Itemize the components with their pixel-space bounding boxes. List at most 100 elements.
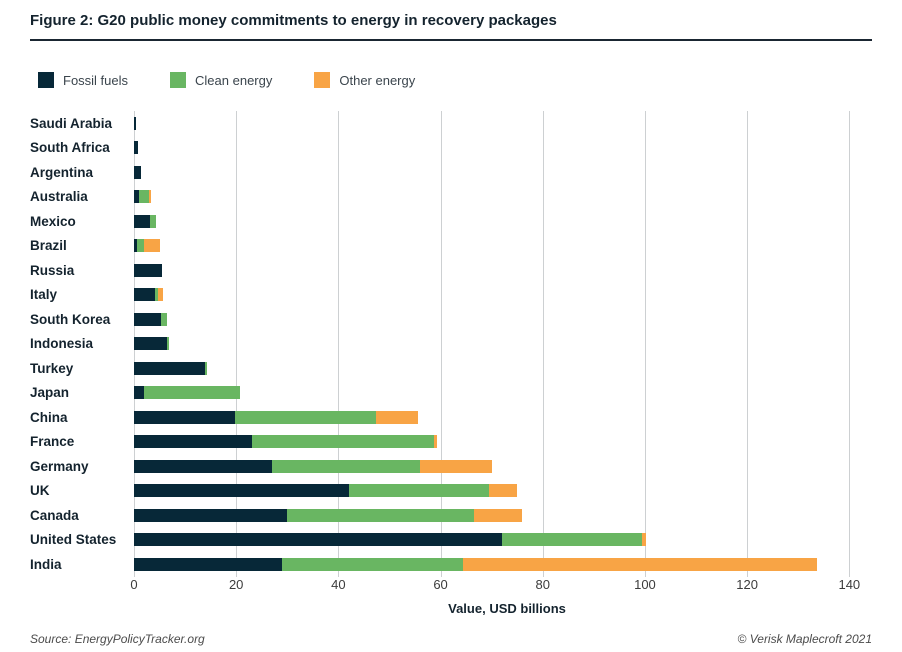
bar-segment-fossil-fuels: [134, 141, 138, 155]
bar-segment-fossil-fuels: [134, 533, 502, 547]
x-tick-label: 40: [331, 577, 346, 592]
source-text: Source: EnergyPolicyTracker.org: [30, 632, 205, 646]
category-label: France: [30, 434, 75, 450]
stacked-bar: [134, 214, 157, 228]
bar-segment-fossil-fuels: [134, 214, 151, 228]
category-label: Germany: [30, 458, 89, 474]
bar-row: Brazil: [30, 234, 880, 259]
category-label: UK: [30, 483, 50, 499]
bar-row: China: [30, 405, 880, 430]
bar-row: India: [30, 552, 880, 577]
bar-segment-clean-energy: [234, 410, 377, 424]
bar-segment-fossil-fuels: [134, 288, 156, 302]
bar-segment-fossil-fuels: [134, 337, 168, 351]
bar-segment-other-energy: [642, 533, 646, 547]
bar-segment-other-energy: [144, 239, 161, 253]
legend-label: Fossil fuels: [63, 72, 129, 88]
gridline: [849, 111, 851, 577]
stacked-bar: [134, 484, 518, 498]
bar-segment-fossil-fuels: [134, 410, 235, 424]
bar-segment-clean-energy: [150, 214, 157, 228]
bar-segment-fossil-fuels: [134, 435, 252, 449]
stacked-bar: [134, 557, 818, 571]
x-tick-label: 140: [838, 577, 861, 592]
bar-rows: Saudi Arabia South Africa Argentina Austral…: [30, 111, 880, 577]
category-label: Japan: [30, 385, 70, 401]
bar-row: France: [30, 430, 880, 455]
bar-row: Canada: [30, 503, 880, 528]
legend-item-other-energy: Other energy: [314, 72, 415, 88]
bar-segment-fossil-fuels: [134, 508, 288, 522]
bar-segment-fossil-fuels: [134, 361, 206, 375]
stacked-bar: [134, 141, 138, 155]
category-label: Italy: [30, 287, 58, 303]
bar-row: United States: [30, 528, 880, 553]
gridline: [236, 111, 238, 577]
bar-row: Australia: [30, 185, 880, 210]
legend-item-clean-energy: Clean energy: [170, 72, 272, 88]
bar-row: Italy: [30, 283, 880, 308]
chart-legend: Fossil fuels Clean energy Other energy: [30, 71, 872, 89]
stacked-bar: [134, 288, 164, 302]
category-label: China: [30, 409, 68, 425]
bar-segment-fossil-fuels: [134, 312, 161, 326]
bar-row: Indonesia: [30, 332, 880, 357]
stacked-bar: [134, 386, 241, 400]
category-label: Mexico: [30, 213, 76, 229]
gridline: [338, 111, 340, 577]
bar-segment-clean-energy: [501, 533, 643, 547]
page-title: Figure 2: G20 public money commitments t…: [30, 12, 557, 29]
clean-energy-swatch-icon: [170, 72, 187, 88]
bar-segment-fossil-fuels: [134, 386, 145, 400]
bar-segment-clean-energy: [205, 361, 208, 375]
stacked-bar: [134, 190, 152, 204]
bar-segment-fossil-fuels: [134, 459, 272, 473]
bar-row: UK: [30, 479, 880, 504]
bar-segment-fossil-fuels: [134, 165, 142, 179]
stacked-bar: [134, 361, 208, 375]
category-label: United States: [30, 532, 117, 548]
legend-label: Clean energy: [195, 72, 273, 88]
gridline: [747, 111, 749, 577]
category-label: Canada: [30, 507, 79, 523]
x-tick-label: 100: [634, 577, 656, 592]
stacked-bar-chart: Saudi Arabia South Africa Argentina Austral…: [30, 111, 880, 577]
stacked-bar: [134, 459, 492, 473]
bar-row: Argentina: [30, 160, 880, 185]
bar-segment-fossil-fuels: [134, 557, 283, 571]
other-energy-swatch-icon: [314, 72, 331, 88]
bar-segment-clean-energy: [287, 508, 474, 522]
x-tick-label: 80: [535, 577, 550, 592]
stacked-bar: [134, 410, 418, 424]
x-tick-label: 20: [228, 577, 244, 592]
bar-segment-fossil-fuels: [134, 263, 162, 277]
stacked-bar: [134, 239, 161, 253]
category-label: Argentina: [30, 164, 94, 180]
bar-row: Saudi Arabia: [30, 111, 880, 136]
category-label: Russia: [30, 262, 75, 278]
bar-row: South Africa: [30, 136, 880, 161]
bar-segment-fossil-fuels: [134, 239, 138, 253]
stacked-bar: [134, 263, 162, 277]
bar-row: Russia: [30, 258, 880, 283]
bar-segment-other-energy: [473, 508, 523, 522]
legend-label: Other energy: [339, 72, 416, 88]
gridline: [542, 111, 544, 577]
stacked-bar: [134, 337, 169, 351]
stacked-bar: [134, 312, 168, 326]
x-tick-label: 60: [433, 577, 448, 592]
bar-row: Japan: [30, 381, 880, 406]
bar-segment-clean-energy: [144, 386, 241, 400]
bar-segment-other-energy: [420, 459, 492, 473]
stacked-bar: [134, 533, 646, 547]
title-rule: [30, 39, 872, 41]
bar-segment-fossil-fuels: [134, 116, 137, 130]
bar-segment-clean-energy: [138, 190, 150, 204]
category-label: South Korea: [30, 311, 111, 327]
bar-row: Germany: [30, 454, 880, 479]
category-label: Australia: [30, 189, 88, 205]
bar-row: South Korea: [30, 307, 880, 332]
bar-segment-other-energy: [376, 410, 418, 424]
bar-segment-clean-energy: [271, 459, 421, 473]
legend-item-fossil-fuels: Fossil fuels: [38, 72, 128, 88]
